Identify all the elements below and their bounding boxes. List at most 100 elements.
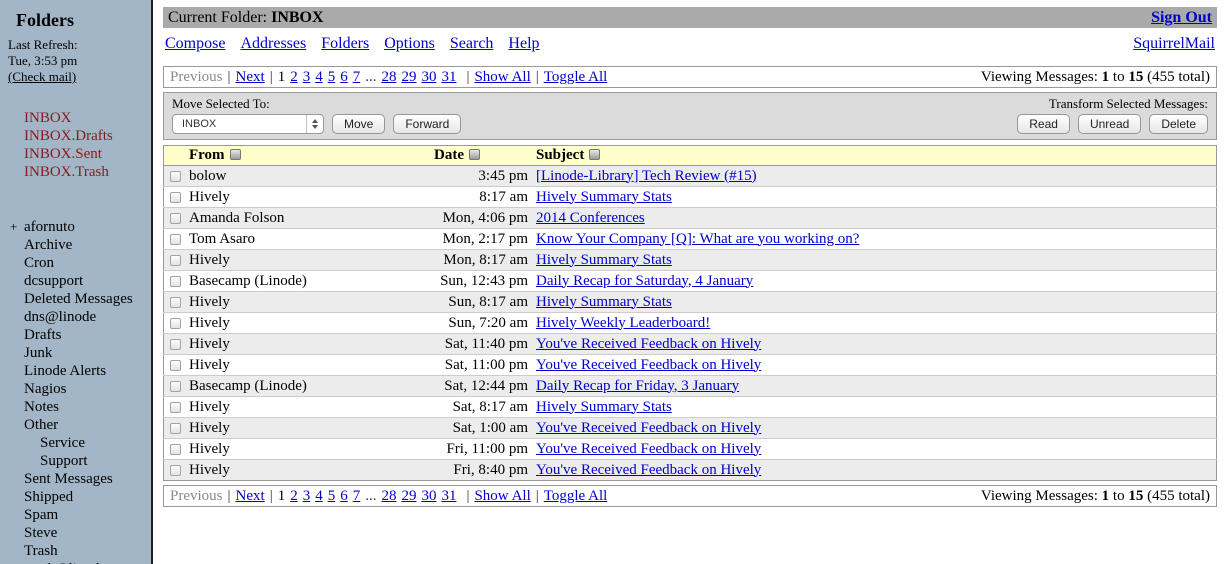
sidebar-folder[interactable]: Drafts	[24, 327, 62, 343]
page-link[interactable]: 7	[352, 68, 361, 85]
sidebar-folder[interactable]: Deleted Messages	[24, 291, 133, 307]
page-link[interactable]: 7	[352, 487, 361, 504]
page-link[interactable]: 4	[315, 68, 323, 85]
sidebar-folder[interactable]: Other	[24, 417, 59, 433]
message-checkbox[interactable]	[170, 275, 181, 287]
sidebar-folder[interactable]: Notes	[24, 399, 59, 415]
sidebar-folder[interactable]: Trash	[24, 543, 58, 559]
message-checkbox[interactable]	[170, 212, 181, 224]
message-checkbox[interactable]	[170, 317, 181, 329]
sidebar-folder[interactable]: Nagios	[24, 381, 67, 397]
message-subject-link[interactable]: You've Received Feedback on Hively	[536, 419, 762, 436]
menu-help[interactable]: Help	[508, 35, 540, 52]
message-checkbox[interactable]	[170, 443, 181, 455]
sidebar-folder[interactable]: Sent Messages	[24, 471, 113, 487]
message-checkbox[interactable]	[170, 170, 181, 182]
sort-date-icon[interactable]	[469, 149, 480, 160]
toggle-all-link[interactable]: Toggle All	[543, 487, 608, 504]
message-subject-link[interactable]: Daily Recap for Saturday, 4 January	[536, 272, 754, 289]
message-subject-link[interactable]: Know Your Company [Q]: What are you work…	[536, 230, 860, 247]
squirrelmail-link[interactable]: SquirrelMail	[1133, 35, 1215, 52]
sidebar-folder[interactable]: Archive	[24, 237, 73, 253]
page-link[interactable]: 2	[290, 487, 298, 504]
page-link[interactable]: 30	[421, 487, 437, 504]
page-link[interactable]: 28	[381, 487, 397, 504]
check-mail-link[interactable]: (Check mail)	[8, 69, 77, 84]
message-subject-link[interactable]: You've Received Feedback on Hively	[536, 461, 762, 478]
page-link[interactable]: 31	[441, 487, 457, 504]
message-subject-link[interactable]: Daily Recap for Friday, 3 January	[536, 377, 740, 394]
page-link[interactable]: 5	[327, 68, 336, 85]
sidebar-folder-inbox.sent[interactable]: INBOX.Sent	[24, 146, 102, 162]
message-checkbox[interactable]	[170, 464, 181, 476]
forward-button[interactable]: Forward	[393, 114, 462, 134]
message-subject-link[interactable]: Hively Summary Stats	[536, 293, 672, 310]
page-link[interactable]: 2	[290, 68, 298, 85]
sidebar-folder[interactable]: Support	[40, 453, 88, 469]
message-checkbox[interactable]	[170, 422, 181, 434]
unread-button[interactable]: Unread	[1077, 114, 1142, 134]
page-link[interactable]: 29	[401, 487, 417, 504]
next-link[interactable]: Next	[235, 68, 265, 85]
menu-options[interactable]: Options	[384, 35, 435, 52]
message-subject-link[interactable]: Hively Summary Stats	[536, 188, 672, 205]
folder-select[interactable]: INBOX	[172, 114, 324, 134]
toggle-all-link[interactable]: Toggle All	[543, 68, 608, 85]
sidebar-folder-inbox[interactable]: INBOX	[24, 110, 72, 126]
page-link[interactable]: 31	[441, 68, 457, 85]
sidebar-folder[interactable]: work@linode	[24, 561, 106, 564]
message-subject-link[interactable]: Hively Summary Stats	[536, 251, 672, 268]
delete-button[interactable]: Delete	[1149, 114, 1208, 134]
page-link[interactable]: 29	[401, 68, 417, 85]
expand-icon[interactable]: +	[10, 219, 18, 234]
sign-out-link[interactable]: Sign Out	[1151, 8, 1212, 26]
page-link[interactable]: 30	[421, 68, 437, 85]
sidebar-folder[interactable]: afornuto	[24, 219, 75, 235]
message-subject-link[interactable]: Hively Weekly Leaderboard!	[536, 314, 711, 331]
menu-compose[interactable]: Compose	[165, 35, 226, 52]
page-link[interactable]: 6	[340, 487, 348, 504]
move-button[interactable]: Move	[332, 114, 386, 134]
sidebar-folder[interactable]: Steve	[24, 525, 58, 541]
menu-addresses[interactable]: Addresses	[240, 35, 307, 52]
folder-row: Shipped	[24, 488, 147, 506]
page-link[interactable]: 5	[327, 487, 336, 504]
sort-subject-icon[interactable]	[589, 149, 601, 160]
sidebar-folder[interactable]: dcsupport	[24, 273, 84, 289]
sidebar-folder[interactable]: Cron	[24, 255, 54, 271]
message-subject-link[interactable]: Hively Summary Stats	[536, 398, 672, 415]
show-all-link[interactable]: Show All	[474, 487, 531, 504]
page-link[interactable]: 3	[302, 487, 311, 504]
sidebar-folder[interactable]: Shipped	[24, 489, 74, 505]
page-link[interactable]: 28	[381, 68, 397, 85]
message-checkbox[interactable]	[170, 401, 181, 413]
sidebar-folder[interactable]: Service	[40, 435, 85, 451]
message-checkbox[interactable]	[170, 254, 181, 266]
page-link[interactable]: 3	[302, 68, 311, 85]
message-checkbox[interactable]	[170, 233, 181, 245]
next-link[interactable]: Next	[235, 487, 265, 504]
message-subject-link[interactable]: You've Received Feedback on Hively	[536, 440, 762, 457]
sidebar-folder-inbox.drafts[interactable]: INBOX.Drafts	[24, 128, 113, 144]
message-checkbox[interactable]	[170, 191, 181, 203]
message-checkbox[interactable]	[170, 296, 181, 308]
message-subject-link[interactable]: [Linode-Library] Tech Review (#15)	[536, 167, 757, 184]
message-checkbox[interactable]	[170, 338, 181, 350]
page-link[interactable]: 6	[340, 68, 348, 85]
message-checkbox[interactable]	[170, 380, 181, 392]
message-subject-link[interactable]: You've Received Feedback on Hively	[536, 335, 762, 352]
sort-from-icon[interactable]	[229, 149, 241, 160]
menu-folders[interactable]: Folders	[321, 35, 370, 52]
sidebar-folder[interactable]: Spam	[24, 507, 59, 523]
menu-search[interactable]: Search	[449, 35, 494, 52]
sidebar-folder[interactable]: dns@linode	[24, 309, 97, 325]
sidebar-folder[interactable]: Junk	[24, 345, 53, 361]
message-subject-link[interactable]: You've Received Feedback on Hively	[536, 356, 762, 373]
sidebar-folder[interactable]: Linode Alerts	[24, 363, 107, 379]
message-checkbox[interactable]	[170, 359, 181, 371]
show-all-link[interactable]: Show All	[474, 68, 531, 85]
sidebar-folder-inbox.trash[interactable]: INBOX.Trash	[24, 164, 109, 180]
message-subject-link[interactable]: 2014 Conferences	[536, 209, 645, 226]
read-button[interactable]: Read	[1017, 114, 1070, 134]
page-link[interactable]: 4	[315, 487, 323, 504]
